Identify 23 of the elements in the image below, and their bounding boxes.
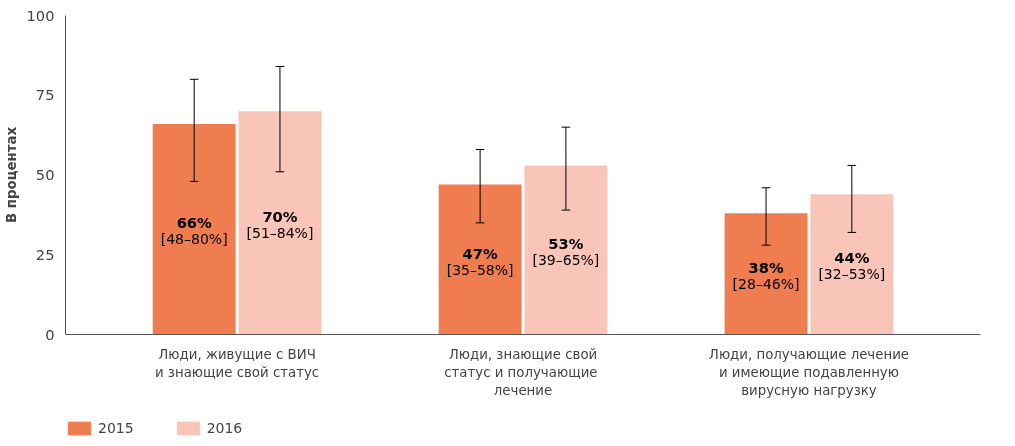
data-label: 38% [28–46%] xyxy=(732,258,800,292)
x-tick-label: Люди, живущие с ВИЧ и знающие свой статус xyxy=(154,346,320,380)
bar xyxy=(524,165,608,335)
bar xyxy=(724,213,808,335)
data-label: 44% [32–53%] xyxy=(818,249,886,283)
y-tick-label: 50 xyxy=(35,166,55,183)
bar xyxy=(238,111,322,335)
bar xyxy=(810,194,894,335)
data-label: 70% [51–84%] xyxy=(246,207,314,241)
y-axis-title: В процентах xyxy=(3,126,19,224)
y-tick-label: 0 xyxy=(45,325,55,343)
bar xyxy=(152,123,236,335)
legend-label: 2016 xyxy=(206,420,243,436)
legend-label: 2015 xyxy=(98,420,134,436)
data-label: 53% [39–65%] xyxy=(532,234,600,268)
y-tick-label: 75 xyxy=(35,86,55,104)
x-tick-label: Люди, получающие лечение и имеющие подавленную вирусную нагрузку xyxy=(708,346,910,398)
data-label: 66% [48–80%] xyxy=(160,214,228,248)
y-tick-label: 25 xyxy=(35,245,55,263)
data-label: 47% [35–58%] xyxy=(446,244,514,278)
y-tick-label: 100 xyxy=(26,6,55,24)
bar xyxy=(438,184,522,335)
x-tick-label: Люди, знающие свой статус и получающие лечение xyxy=(444,346,598,398)
